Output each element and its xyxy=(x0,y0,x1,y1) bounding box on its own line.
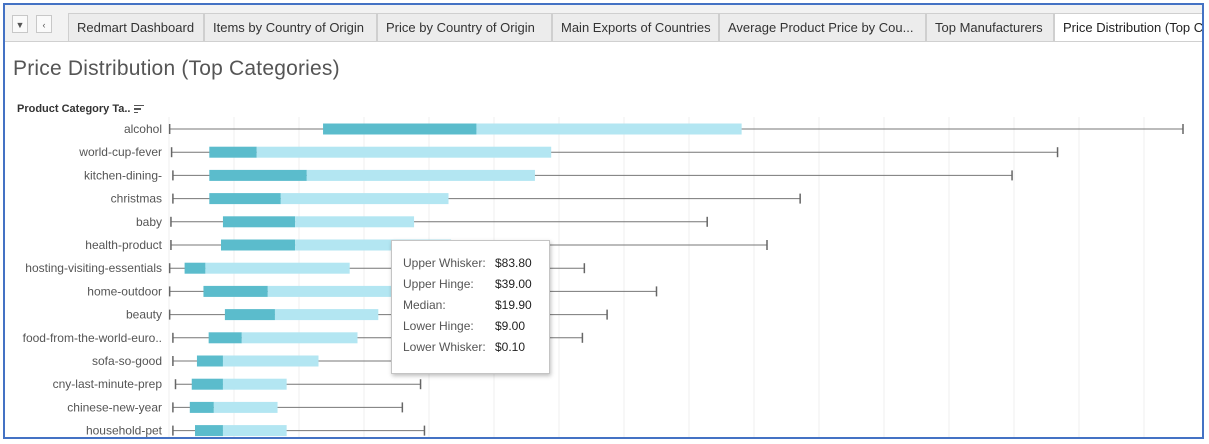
chevron-left-icon[interactable]: ‹ xyxy=(36,15,52,33)
tab-2[interactable]: Price by Country of Origin xyxy=(377,13,552,41)
category-label: world-cup-fever xyxy=(78,145,162,159)
tab-0[interactable]: Redmart Dashboard xyxy=(68,13,204,41)
tooltip-value: $9.00 xyxy=(495,319,526,333)
axis-header-label: Product Category Ta.. xyxy=(17,103,131,115)
box-lower xyxy=(203,285,268,297)
tooltip-value: $19.90 xyxy=(495,298,532,312)
box-upper xyxy=(256,146,552,158)
category-label: chinese-new-year xyxy=(67,400,162,414)
tooltip-value: $39.00 xyxy=(495,277,532,291)
tooltip-row: Lower Whisker: $0.10 xyxy=(403,340,549,361)
tooltip-label: Upper Hinge: xyxy=(403,277,474,291)
box-upper xyxy=(295,239,452,251)
category-label: alcohol xyxy=(124,122,162,136)
tooltip-label: Lower Whisker: xyxy=(403,340,486,354)
tab-bar: ▼ ‹ Redmart Dashboard Items by Country of… xyxy=(5,5,1202,42)
dashboard-frame: ▼ ‹ Redmart Dashboard Items by Country of… xyxy=(3,3,1204,439)
tooltip-label: Lower Hinge: xyxy=(403,319,474,333)
box-lower xyxy=(209,169,307,181)
category-label: health-product xyxy=(85,238,162,252)
box-lower xyxy=(224,309,275,321)
tab-3[interactable]: Main Exports of Countries xyxy=(552,13,719,41)
box-lower xyxy=(196,355,223,367)
category-label: kitchen-dining- xyxy=(84,168,162,182)
box-lower xyxy=(222,216,296,228)
sheet-tabs: Redmart Dashboard Items by Country of Ori… xyxy=(68,13,1202,41)
tooltip-value: $83.80 xyxy=(495,256,532,270)
box-upper xyxy=(267,285,436,297)
box-upper xyxy=(274,309,379,321)
tooltip-row: Upper Hinge: $39.00 xyxy=(403,277,549,298)
boxplot-chart: alcohol world-cup-fever kitchen-dining-chr… xyxy=(23,117,1184,437)
box-upper xyxy=(222,355,319,367)
axis-header: Product Category Ta.. xyxy=(17,103,145,115)
box-lower xyxy=(209,146,257,158)
box-lower xyxy=(191,378,223,390)
box-upper xyxy=(205,262,350,274)
box-lower xyxy=(189,401,214,413)
box-lower xyxy=(221,239,296,251)
box-upper xyxy=(295,216,415,228)
tooltip-row: Median: $19.90 xyxy=(403,298,549,319)
category-label: food-from-the-world-euro.. xyxy=(23,331,162,345)
category-label: christmas xyxy=(111,192,162,206)
tab-1[interactable]: Items by Country of Origin xyxy=(204,13,377,41)
tooltip: Upper Whisker: $83.80 Upper Hinge: $39.00 Me… xyxy=(391,240,550,374)
triangle-down-icon[interactable]: ▼ xyxy=(12,15,28,33)
box-lower xyxy=(323,123,477,135)
page-title: Price Distribution (Top Categories) xyxy=(13,57,340,80)
box-lower xyxy=(184,262,206,274)
category-label: baby xyxy=(136,215,162,229)
tooltip-value: $0.10 xyxy=(495,340,526,354)
tooltip-label: Median: xyxy=(403,298,446,312)
category-label: home-outdoor xyxy=(87,284,162,298)
box-lower xyxy=(209,193,281,205)
category-label: cny-last-minute-prep xyxy=(53,377,163,391)
tab-5[interactable]: Top Manufacturers xyxy=(926,13,1054,41)
sort-icon[interactable] xyxy=(134,104,145,114)
tooltip-row: Lower Hinge: $9.00 xyxy=(403,319,549,340)
tab-4[interactable]: Average Product Price by Cou... xyxy=(719,13,926,41)
box-upper xyxy=(222,425,287,437)
category-label: household-pet xyxy=(86,424,163,437)
box-upper xyxy=(222,378,287,390)
box-upper xyxy=(213,401,278,413)
box-upper xyxy=(280,193,449,205)
category-label: hosting-visiting-essentials xyxy=(25,261,162,275)
category-label: beauty xyxy=(126,308,162,322)
box-lower xyxy=(208,332,242,344)
box-upper xyxy=(476,123,742,135)
box-lower xyxy=(195,425,223,437)
tooltip-row: Upper Whisker: $83.80 xyxy=(403,256,549,277)
box-upper xyxy=(306,169,535,181)
tooltip-label: Upper Whisker: xyxy=(403,256,486,270)
tab-6[interactable]: Price Distribution (Top C xyxy=(1054,13,1202,41)
box-upper xyxy=(241,332,358,344)
category-label: sofa-so-good xyxy=(92,354,162,368)
